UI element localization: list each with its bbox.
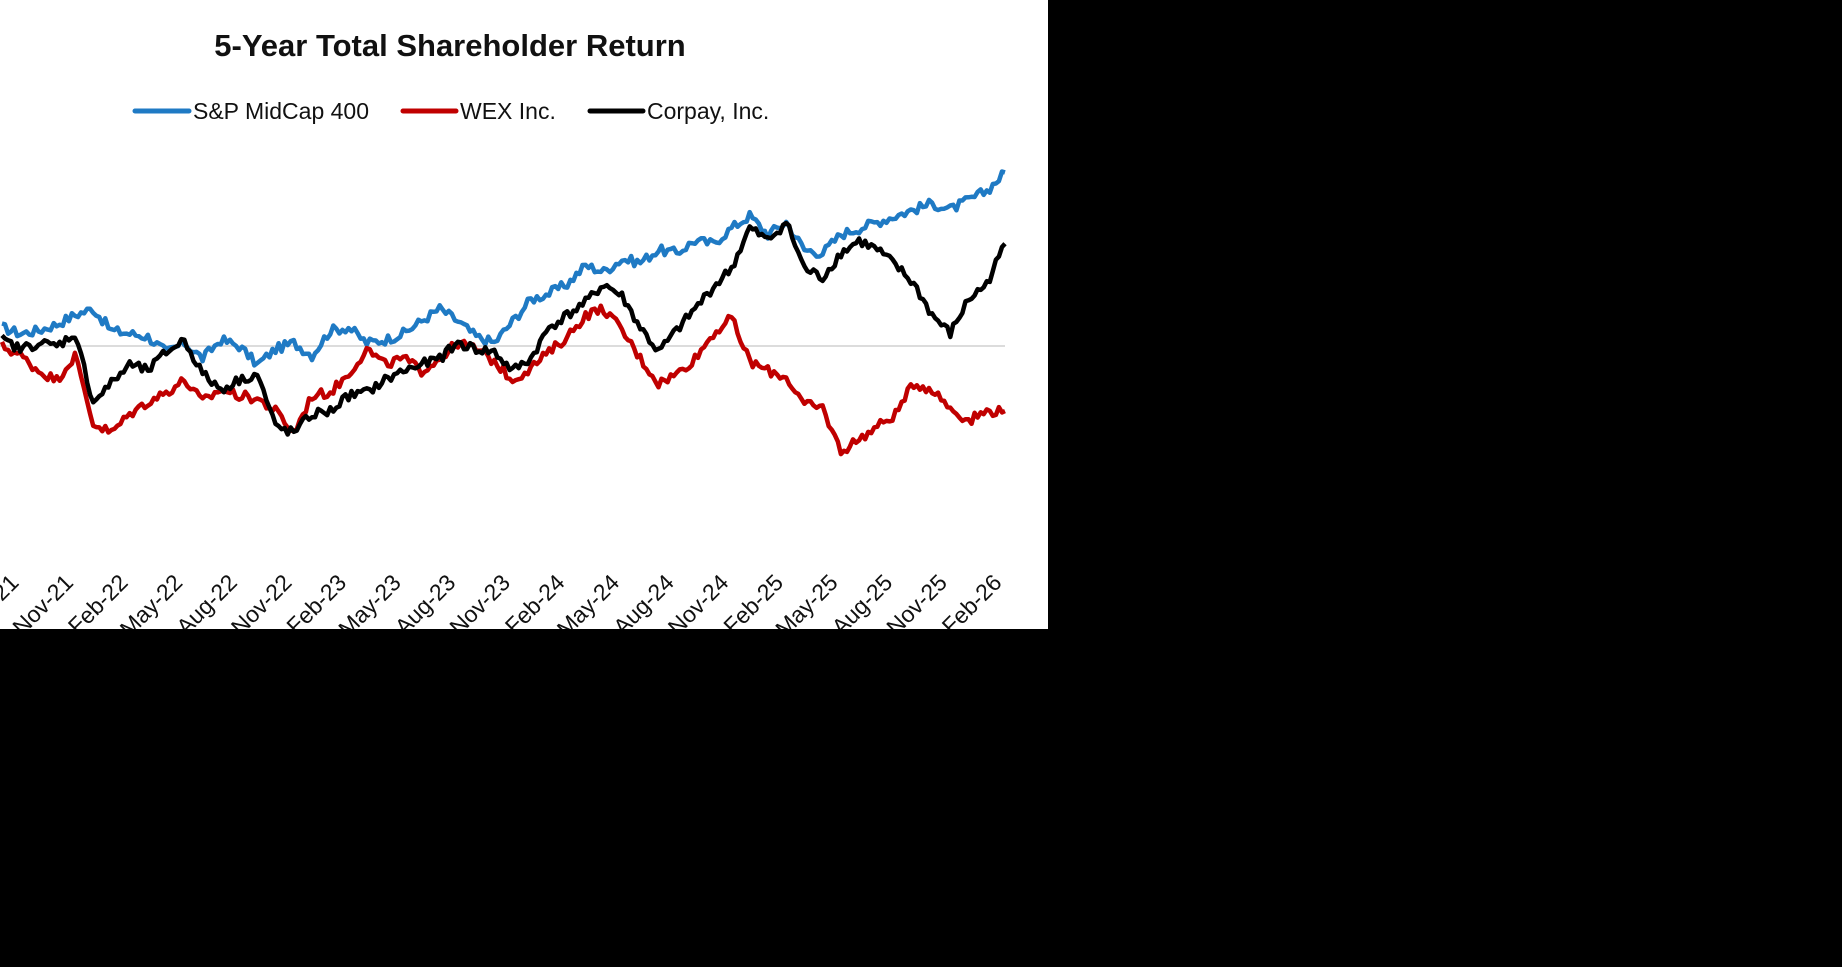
x-tick-label: Feb-26 [937, 569, 1007, 629]
series-line-corpay-inc [0, 220, 1007, 437]
chart-panel: 5-Year Total Shareholder Return S&P MidC… [0, 0, 1048, 629]
line-chart: 5-Year Total Shareholder Return S&P MidC… [0, 28, 1007, 629]
series-line-s-p-midcap-400 [1, 169, 1006, 368]
chart-title: 5-Year Total Shareholder Return [214, 28, 685, 63]
legend-label-sp-midcap-400: S&P MidCap 400 [193, 98, 369, 124]
legend: S&P MidCap 400 WEX Inc. Corpay, Inc. [132, 98, 769, 124]
legend-label-wex: WEX Inc. [460, 98, 556, 124]
series-layer [0, 169, 1007, 457]
legend-label-corpay: Corpay, Inc. [647, 98, 769, 124]
x-axis-ticks: Aug-21Nov-21Feb-22May-22Aug-22Nov-22Feb-… [0, 569, 1007, 629]
